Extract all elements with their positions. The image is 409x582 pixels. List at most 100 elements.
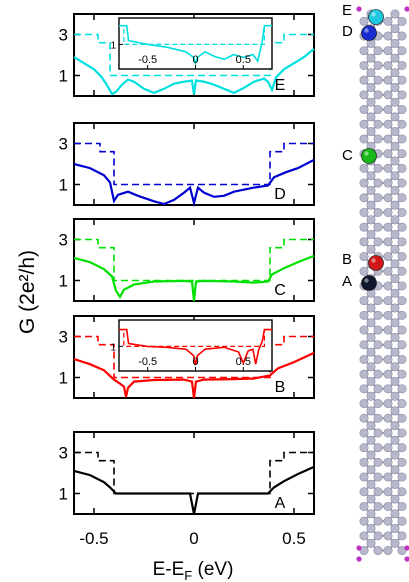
carbon-atom	[366, 185, 376, 195]
carbon-atom	[397, 487, 407, 497]
carbon-atom	[373, 134, 383, 144]
carbon-atom	[397, 252, 407, 262]
carbon-atom	[397, 325, 407, 335]
inset-B: -0.5 0 0.5 1	[110, 319, 273, 372]
carbon-atom	[397, 237, 407, 247]
carbon-atom	[359, 163, 369, 173]
carbon-atom	[390, 171, 400, 181]
carbon-atom	[397, 516, 407, 526]
carbon-atom	[397, 546, 407, 556]
carbon-atom	[359, 266, 369, 276]
carbon-atom	[397, 281, 407, 291]
carbon-atom	[359, 237, 369, 247]
adatom-highlight	[371, 258, 376, 263]
carbon-atom	[366, 494, 376, 504]
y-tick-label: 1	[59, 485, 68, 504]
carbon-atom	[390, 362, 400, 372]
carbon-atom	[390, 83, 400, 93]
panel-E: 1 3 E -0.5 0 0.5 1	[59, 13, 315, 97]
carbon-atom	[359, 443, 369, 453]
carbon-atom	[383, 31, 393, 41]
carbon-atom	[359, 399, 369, 409]
x-tick-label: -0.5	[79, 529, 108, 548]
carbon-atom	[383, 222, 393, 232]
inset-x-tick-label: -0.5	[138, 356, 157, 368]
carbon-atom	[373, 457, 383, 467]
carbon-atom	[373, 487, 383, 497]
y-tick-label: 1	[59, 272, 68, 291]
carbon-atom	[359, 531, 369, 541]
carbon-atom	[366, 450, 376, 460]
carbon-atom	[366, 465, 376, 475]
carbon-atom	[383, 472, 393, 482]
carbon-atom	[373, 178, 383, 188]
carbon-atom	[366, 127, 376, 137]
x-axis-label: E-EF (eV)	[153, 559, 234, 582]
carbon-atom	[397, 46, 407, 56]
carbon-atom	[359, 252, 369, 262]
carbon-atom	[390, 376, 400, 386]
carbon-atom	[383, 487, 393, 497]
carbon-atom	[373, 501, 383, 511]
carbon-atom	[359, 487, 369, 497]
panel-label-C: C	[274, 282, 286, 299]
inset-x-tick-label: 0.5	[236, 356, 251, 368]
carbon-atom	[383, 90, 393, 100]
inset-y-tick-label: 1	[110, 342, 116, 353]
carbon-atom	[383, 266, 393, 276]
carbon-atom	[390, 38, 400, 48]
inset-y-tick-label: 1	[110, 40, 116, 51]
adatom-A	[361, 275, 377, 291]
carbon-atom	[397, 105, 407, 115]
carbon-atom	[359, 296, 369, 306]
carbon-atom	[397, 296, 407, 306]
carbon-atom	[390, 215, 400, 225]
adatom-label-D: D	[342, 23, 353, 40]
carbon-atom	[373, 237, 383, 247]
carbon-atom	[390, 421, 400, 431]
carbon-atom	[359, 428, 369, 438]
x-axis-label-unit: (eV)	[192, 559, 233, 580]
carbon-atom	[390, 200, 400, 210]
hydrogen-atom	[356, 6, 362, 12]
carbon-atom	[383, 531, 393, 541]
carbon-atom	[373, 399, 383, 409]
x-tick-label: 0.5	[282, 529, 306, 548]
carbon-atom	[383, 296, 393, 306]
axis-labels: G (2e²/h) E-EF (eV)	[16, 250, 233, 582]
carbon-atom	[366, 391, 376, 401]
carbon-atom	[359, 193, 369, 203]
carbon-atom	[390, 97, 400, 107]
carbon-atom	[373, 340, 383, 350]
carbon-atom	[397, 266, 407, 276]
carbon-atom	[390, 494, 400, 504]
carbon-atom	[373, 207, 383, 217]
carbon-atom	[359, 105, 369, 115]
carbon-atom	[397, 90, 407, 100]
carbon-atom	[397, 31, 407, 41]
carbon-atom	[359, 472, 369, 482]
carbon-atom	[390, 391, 400, 401]
carbon-atom	[373, 384, 383, 394]
y-tick-label: 3	[59, 26, 68, 45]
carbon-atom	[373, 46, 383, 56]
carbon-atom	[373, 546, 383, 556]
graphene-ribbon: ED C BA	[342, 2, 409, 562]
carbon-atom	[390, 127, 400, 137]
carbon-atom	[366, 303, 376, 313]
carbon-atom	[373, 163, 383, 173]
carbon-atom	[359, 46, 369, 56]
adatom-label-A: A	[342, 273, 352, 290]
adatom-highlight	[364, 151, 369, 156]
carbon-atom	[390, 288, 400, 298]
carbon-atom	[397, 340, 407, 350]
carbon-atom	[390, 538, 400, 548]
series-solid-A	[73, 465, 315, 515]
carbon-atom	[397, 457, 407, 467]
carbon-atom	[359, 119, 369, 129]
carbon-atom	[359, 325, 369, 335]
carbon-atom	[390, 509, 400, 519]
carbon-atom	[383, 428, 393, 438]
carbon-atom	[397, 16, 407, 26]
carbon-atom	[390, 450, 400, 460]
